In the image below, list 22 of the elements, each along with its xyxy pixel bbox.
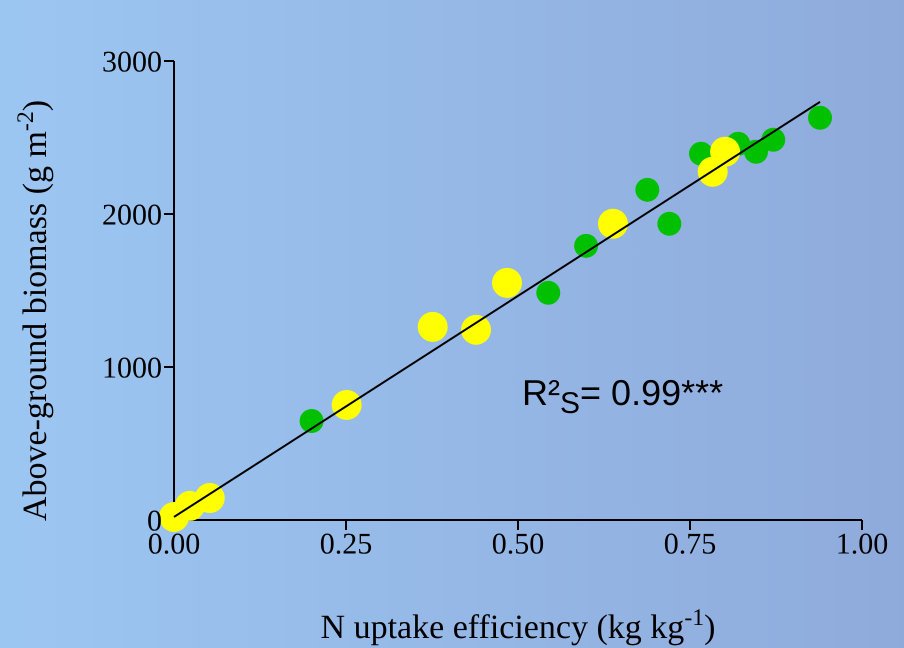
point xyxy=(159,502,189,532)
x-tick-label: 0.25 xyxy=(320,527,372,560)
x-tick-label: 0.75 xyxy=(664,527,716,560)
point xyxy=(492,268,522,298)
point xyxy=(598,208,628,239)
x-tick-label: 0.50 xyxy=(492,527,544,560)
point xyxy=(300,409,324,434)
point xyxy=(418,312,448,342)
point xyxy=(574,234,598,258)
point xyxy=(635,178,660,202)
point xyxy=(461,314,492,345)
point xyxy=(536,280,560,305)
point xyxy=(332,390,362,420)
point xyxy=(808,106,832,130)
point xyxy=(657,212,682,236)
annotation: R²$_{S}$= 0.99*** xyxy=(522,372,724,422)
x-tick-label: 1.00 xyxy=(836,527,888,560)
y-tick-label: 2000 xyxy=(102,198,162,232)
y-tick-label: 1000 xyxy=(102,352,162,385)
point xyxy=(698,156,728,187)
x-axis-title: N uptake efficiency (kg kg$^{-1}$) xyxy=(320,605,716,646)
y-tick-label: 3000 xyxy=(102,46,162,79)
